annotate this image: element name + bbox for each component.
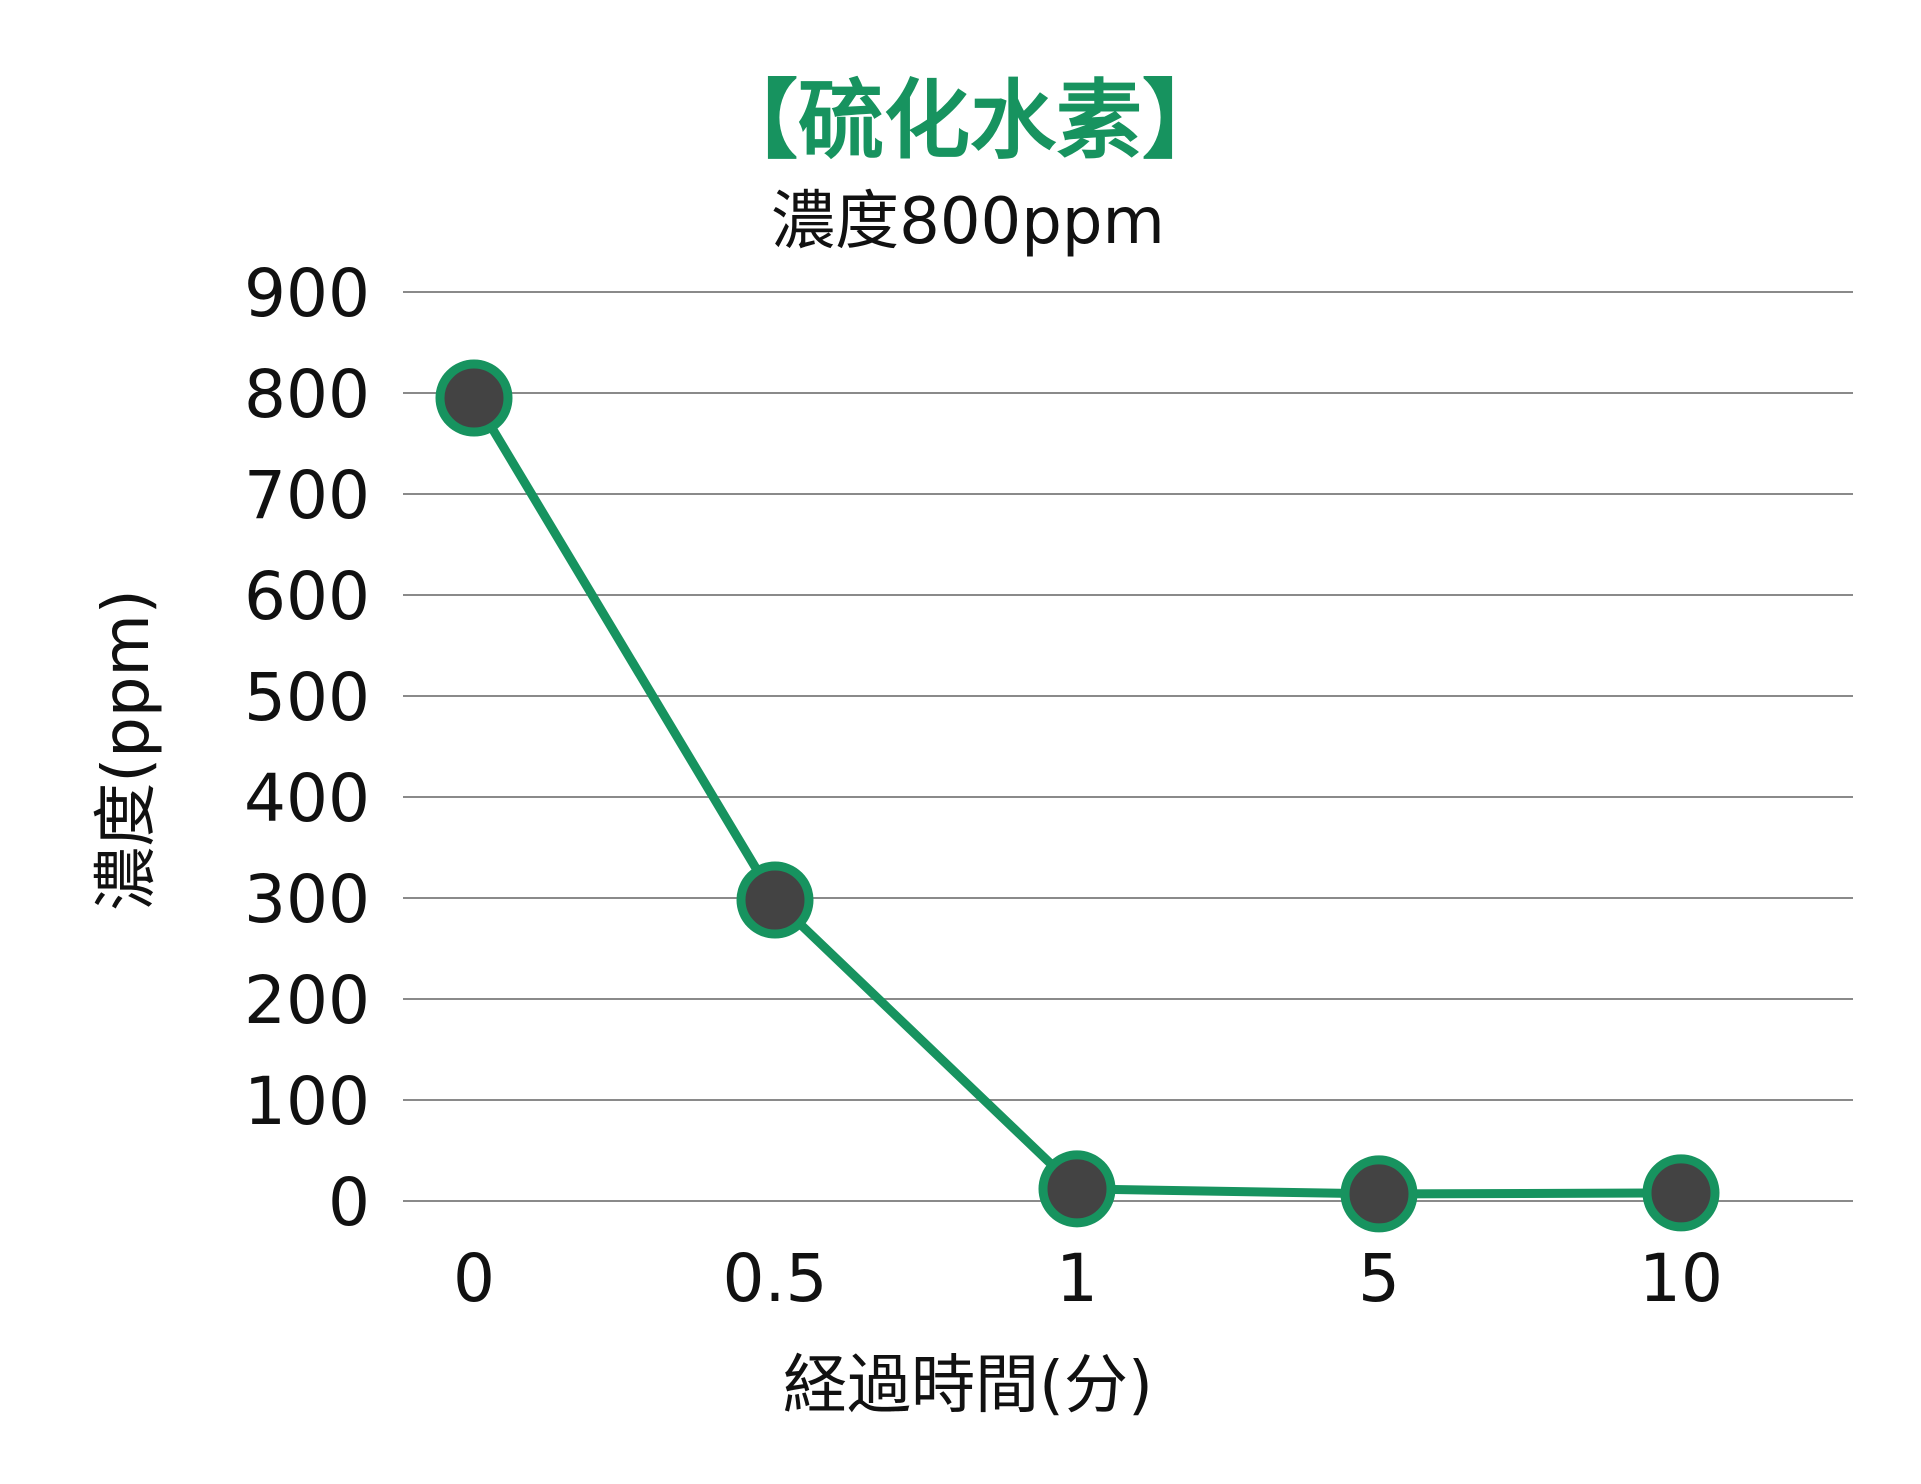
y-tick-label: 500 — [244, 659, 370, 736]
series-concentration — [435, 359, 1720, 1233]
data-point — [736, 861, 814, 939]
y-tick-label: 200 — [244, 962, 370, 1039]
x-tick-label: 10 — [1639, 1240, 1723, 1317]
x-axis-title: 経過時間(分) — [783, 1349, 1153, 1423]
x-tick-label: 0.5 — [723, 1240, 828, 1317]
y-tick-label: 600 — [244, 558, 370, 635]
x-axis-tick-labels: 0 0.5 1 5 10 — [453, 1240, 1723, 1317]
x-tick-label: 0 — [453, 1240, 495, 1317]
data-point — [1340, 1155, 1418, 1233]
y-axis-tick-labels: 0 100 200 300 400 500 600 700 800 900 — [244, 255, 370, 1241]
y-tick-label: 0 — [328, 1164, 370, 1241]
data-point — [435, 359, 513, 437]
data-point — [1038, 1150, 1116, 1228]
series-line — [469, 393, 1686, 1199]
y-tick-label: 900 — [244, 255, 370, 332]
y-axis-title: 濃度(ppm) — [90, 589, 164, 911]
gridlines — [403, 291, 1853, 1202]
x-tick-label: 5 — [1358, 1240, 1400, 1317]
data-point — [1642, 1154, 1720, 1232]
chart-title: 【硫化水素】 — [712, 71, 1228, 171]
x-tick-label: 1 — [1056, 1240, 1098, 1317]
y-tick-label: 400 — [244, 760, 370, 837]
y-tick-label: 300 — [244, 861, 370, 938]
y-tick-label: 100 — [244, 1063, 370, 1140]
y-tick-label: 800 — [244, 356, 370, 433]
y-tick-label: 700 — [244, 457, 370, 534]
chart-subtitle: 濃度800ppm — [771, 185, 1165, 259]
